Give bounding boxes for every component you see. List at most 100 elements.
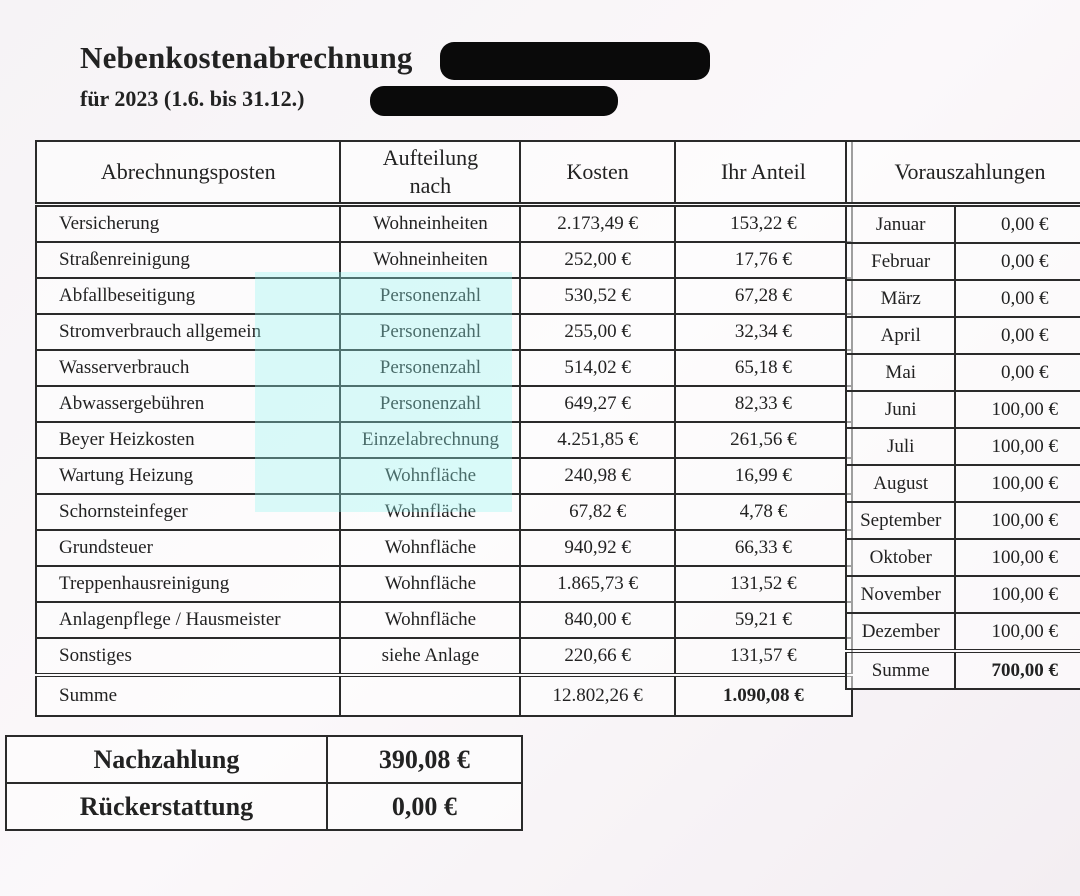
posten-cell: Versicherung	[34, 202, 342, 243]
anteil-cell: 131,57 €	[673, 637, 854, 676]
cost-table: Abrechnungsposten Aufteilung nach Kosten…	[34, 140, 854, 717]
amount-cell: 100,00 €	[954, 427, 1080, 466]
table-row: Anlagenpflege / Hausmeister Wohnfläche 840…	[34, 601, 854, 639]
posten-cell: Abwassergebühren	[34, 385, 342, 423]
prepayments-title: Vorauszahlungen	[845, 140, 1080, 206]
table-row: Beyer Heizkosten Einzelabrechnung 4.251,85…	[34, 421, 854, 459]
table-row: Stromverbrauch allgemein Personenzahl 255,…	[34, 313, 854, 351]
aufteilung-cell: Personenzahl	[339, 349, 522, 387]
anteil-cell: 261,56 €	[673, 421, 854, 459]
kosten-cell: 940,92 €	[519, 529, 676, 567]
posten-cell: Treppenhausreinigung	[34, 565, 342, 603]
summe-kosten: 12.802,26 €	[519, 673, 676, 717]
table-row: Mai 0,00 €	[844, 353, 1080, 392]
anteil-cell: 82,33 €	[673, 385, 854, 423]
month-cell: Dezember	[844, 612, 957, 652]
table-row: Wartung Heizung Wohnfläche 240,98 €16,99 €	[34, 457, 854, 495]
redaction-bar	[440, 42, 710, 80]
table-row: Versicherung Wohneinheiten 2.173,49 €153,2…	[34, 202, 854, 243]
document-subtitle: für 2023 (1.6. bis 31.12.)	[80, 86, 305, 111]
amount-cell: 0,00 €	[954, 242, 1080, 281]
document-title: Nebenkostenabrechnung	[80, 40, 413, 75]
aufteilung-cell: Wohnfläche	[339, 601, 522, 639]
posten-cell: Schornsteinfeger	[34, 493, 342, 531]
month-cell: Januar	[844, 203, 957, 244]
aufteilung-cell: Wohneinheiten	[339, 202, 522, 243]
table-row: März 0,00 €	[844, 279, 1080, 318]
month-cell: April	[844, 316, 957, 355]
table-header-row: Abrechnungsposten Aufteilung nach Kosten…	[34, 140, 854, 206]
redaction-bar	[370, 86, 618, 116]
aufteilung-cell: Einzelabrechnung	[339, 421, 522, 459]
table-row: Sonstiges siehe Anlage 220,66 €131,57 €	[34, 637, 854, 676]
table-row: April 0,00 €	[844, 316, 1080, 355]
month-cell: November	[844, 575, 957, 614]
table-row: Januar 0,00 €	[844, 203, 1080, 244]
summe-label: Summe	[34, 673, 342, 717]
summe-empty-cell	[339, 673, 522, 717]
posten-cell: Grundsteuer	[34, 529, 342, 567]
table-row: Schornsteinfeger Wohnfläche 67,82 €4,78 €	[34, 493, 854, 531]
summe-row: Summe 700,00 €	[844, 649, 1080, 690]
posten-cell: Stromverbrauch allgemein	[34, 313, 342, 351]
table-row: Treppenhausreinigung Wohnfläche 1.865,73 €…	[34, 565, 854, 603]
rueckerstattung-value: 0,00 €	[325, 782, 524, 831]
table-header-row: Vorauszahlungen	[845, 140, 1080, 206]
result-table: Nachzahlung 390,08 € Rückerstattung 0,00…	[5, 735, 524, 831]
month-cell: August	[844, 464, 957, 503]
amount-cell: 100,00 €	[954, 464, 1080, 503]
anteil-cell: 17,76 €	[673, 241, 854, 279]
anteil-cell: 59,21 €	[673, 601, 854, 639]
aufteilung-cell: Personenzahl	[339, 277, 522, 315]
anteil-cell: 153,22 €	[673, 202, 854, 243]
summe-anteil: 1.090,08 €	[673, 673, 854, 717]
kosten-cell: 240,98 €	[519, 457, 676, 495]
table-row: Abwassergebühren Personenzahl 649,27 €82,3…	[34, 385, 854, 423]
rueckerstattung-row: Rückerstattung 0,00 €	[5, 782, 524, 831]
aufteilung-cell: Wohnfläche	[339, 529, 522, 567]
summe-label: Summe	[844, 649, 957, 690]
table-row: September 100,00 €	[844, 501, 1080, 540]
posten-cell: Wasserverbrauch	[34, 349, 342, 387]
table-row: Abfallbeseitigung Personenzahl 530,52 €67,…	[34, 277, 854, 315]
kosten-cell: 220,66 €	[519, 637, 676, 676]
amount-cell: 100,00 €	[954, 538, 1080, 577]
table-row: Wasserverbrauch Personenzahl 514,02 €65,18…	[34, 349, 854, 387]
kosten-cell: 4.251,85 €	[519, 421, 676, 459]
posten-cell: Beyer Heizkosten	[34, 421, 342, 459]
amount-cell: 0,00 €	[954, 203, 1080, 244]
amount-cell: 0,00 €	[954, 316, 1080, 355]
column-header-posten: Abrechnungsposten	[34, 140, 342, 206]
month-cell: Juni	[844, 390, 957, 429]
table-row: August 100,00 €	[844, 464, 1080, 503]
month-cell: Mai	[844, 353, 957, 392]
amount-cell: 100,00 €	[954, 390, 1080, 429]
kosten-cell: 514,02 €	[519, 349, 676, 387]
aufteilung-cell: siehe Anlage	[339, 637, 522, 676]
kosten-cell: 2.173,49 €	[519, 202, 676, 243]
anteil-cell: 66,33 €	[673, 529, 854, 567]
month-cell: Oktober	[844, 538, 957, 577]
table-row: Straßenreinigung Wohneinheiten 252,00 €17,…	[34, 241, 854, 279]
aufteilung-cell: Wohneinheiten	[339, 241, 522, 279]
table-row: November 100,00 €	[844, 575, 1080, 614]
kosten-cell: 649,27 €	[519, 385, 676, 423]
aufteilung-cell: Personenzahl	[339, 385, 522, 423]
aufteilung-cell: Wohnfläche	[339, 493, 522, 531]
column-header-aufteilung: Aufteilung nach	[339, 140, 522, 206]
aufteilung-cell: Wohnfläche	[339, 565, 522, 603]
posten-cell: Wartung Heizung	[34, 457, 342, 495]
summe-amount: 700,00 €	[954, 649, 1080, 690]
nachzahlung-label: Nachzahlung	[5, 735, 328, 784]
nachzahlung-value: 390,08 €	[325, 735, 524, 784]
column-header-kosten: Kosten	[519, 140, 676, 206]
posten-cell: Sonstiges	[34, 637, 342, 676]
table-row: Juli 100,00 €	[844, 427, 1080, 466]
anteil-cell: 4,78 €	[673, 493, 854, 531]
anteil-cell: 32,34 €	[673, 313, 854, 351]
anteil-cell: 65,18 €	[673, 349, 854, 387]
aufteilung-cell: Wohnfläche	[339, 457, 522, 495]
table-row: Grundsteuer Wohnfläche 940,92 €66,33 €	[34, 529, 854, 567]
kosten-cell: 255,00 €	[519, 313, 676, 351]
amount-cell: 100,00 €	[954, 612, 1080, 652]
